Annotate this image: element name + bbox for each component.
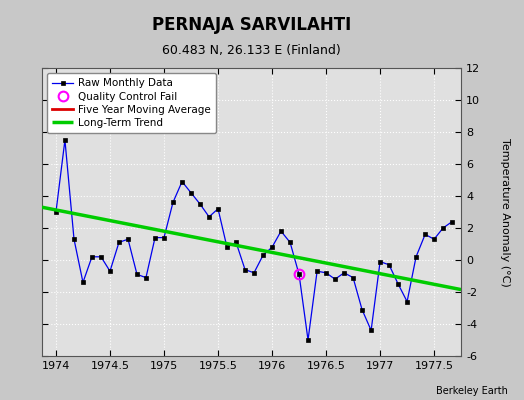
Raw Monthly Data [98, 254, 104, 259]
Raw Monthly Data [125, 237, 131, 242]
Raw Monthly Data [314, 269, 320, 274]
Raw Monthly Data [89, 254, 95, 259]
Raw Monthly Data [386, 262, 392, 267]
Raw Monthly Data [215, 206, 221, 211]
Raw Monthly Data [260, 253, 266, 258]
Raw Monthly Data [413, 254, 419, 259]
Raw Monthly Data [422, 232, 428, 237]
Text: 60.483 N, 26.133 E (Finland): 60.483 N, 26.133 E (Finland) [162, 44, 341, 57]
Raw Monthly Data [377, 259, 383, 264]
Raw Monthly Data [206, 214, 212, 219]
Raw Monthly Data [278, 229, 284, 234]
Raw Monthly Data [233, 240, 239, 245]
Raw Monthly Data [395, 282, 401, 286]
Raw Monthly Data [305, 338, 311, 342]
Raw Monthly Data [350, 275, 356, 280]
Raw Monthly Data [449, 219, 455, 224]
Raw Monthly Data [440, 226, 446, 230]
Raw Monthly Data [242, 267, 248, 272]
Raw Monthly Data [143, 275, 149, 280]
Raw Monthly Data [71, 237, 77, 242]
Raw Monthly Data [368, 328, 374, 333]
Raw Monthly Data [224, 245, 230, 250]
Raw Monthly Data [80, 280, 86, 285]
Text: PERNAJA SARVILAHTI: PERNAJA SARVILAHTI [152, 16, 351, 34]
Y-axis label: Temperature Anomaly (°C): Temperature Anomaly (°C) [499, 138, 509, 286]
Raw Monthly Data [431, 237, 437, 242]
Legend: Raw Monthly Data, Quality Control Fail, Five Year Moving Average, Long-Term Tren: Raw Monthly Data, Quality Control Fail, … [47, 73, 216, 133]
Raw Monthly Data [107, 269, 113, 274]
Raw Monthly Data [116, 240, 122, 245]
Line: Raw Monthly Data: Raw Monthly Data [54, 138, 454, 342]
Raw Monthly Data [197, 202, 203, 206]
Text: Berkeley Earth: Berkeley Earth [436, 386, 508, 396]
Raw Monthly Data [404, 299, 410, 304]
Raw Monthly Data [341, 270, 347, 275]
Raw Monthly Data [323, 270, 329, 275]
Raw Monthly Data [269, 245, 275, 250]
Raw Monthly Data [251, 270, 257, 275]
Raw Monthly Data [332, 277, 338, 282]
Raw Monthly Data [170, 200, 176, 205]
Raw Monthly Data [152, 235, 158, 240]
Raw Monthly Data [287, 240, 293, 245]
Raw Monthly Data [53, 210, 59, 214]
Raw Monthly Data [161, 235, 167, 240]
Raw Monthly Data [62, 138, 68, 142]
Raw Monthly Data [134, 272, 140, 277]
Raw Monthly Data [179, 179, 185, 184]
Raw Monthly Data [188, 190, 194, 195]
Raw Monthly Data [296, 272, 302, 277]
Raw Monthly Data [359, 307, 365, 312]
